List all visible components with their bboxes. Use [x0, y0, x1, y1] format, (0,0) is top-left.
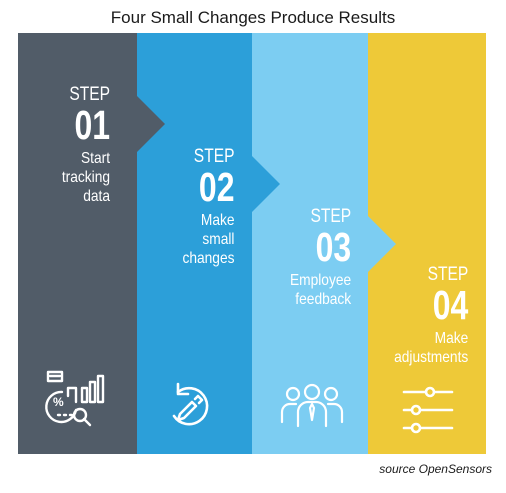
step-3-label-line: Employee: [289, 272, 351, 289]
step-4-word: STEP: [427, 264, 468, 285]
svg-text:%: %: [53, 395, 64, 409]
step-1-column: [18, 33, 137, 454]
step-4-block: STEP 04 Make adjustments: [382, 265, 468, 367]
step-3-number: 03: [315, 224, 351, 270]
step-3-word: STEP: [310, 206, 351, 227]
step-2-arrow: [252, 156, 280, 212]
step-2-label-line: Make: [200, 212, 234, 229]
step-3-label-line: feedback: [295, 291, 351, 308]
people-icon: [280, 383, 344, 428]
step-2-word: STEP: [193, 146, 234, 167]
step-4-number: 04: [432, 282, 468, 328]
step-3-arrow: [368, 216, 396, 272]
source-caption: source OpenSensors: [379, 462, 492, 476]
step-1-label-line: data: [83, 188, 110, 205]
step-2-column: [137, 33, 252, 454]
step-2-label-line: small: [201, 231, 234, 248]
analytics-icon: %: [45, 370, 105, 427]
step-3-block: STEP 03 Employee feedback: [280, 207, 351, 309]
step-4-label-line: adjustments: [393, 349, 468, 366]
step-4-label-line: Make: [434, 330, 468, 347]
step-1-label: Start tracking data: [62, 149, 110, 206]
step-1-label-line: tracking: [61, 169, 110, 186]
step-2-block: STEP 02 Make small changes: [174, 146, 234, 268]
step-3-column: [252, 33, 368, 454]
step-1-block: STEP 01 Start tracking data: [54, 85, 110, 206]
step-2-number: 02: [198, 164, 234, 210]
step-3-label: Employee feedback: [290, 271, 351, 309]
step-2-label-line: changes: [181, 250, 234, 267]
edit-refresh-icon: [172, 382, 209, 426]
step-1-arrow: [137, 96, 165, 152]
step-2-label: Make small changes: [182, 211, 234, 268]
step-1-label-line: Start: [80, 150, 110, 167]
step-4-label: Make adjustments: [394, 329, 468, 367]
step-1-number: 01: [74, 102, 110, 148]
sliders-icon: [402, 386, 454, 434]
step-1-word: STEP: [69, 84, 110, 105]
diagram-title: Four Small Changes Produce Results: [110, 8, 396, 27]
